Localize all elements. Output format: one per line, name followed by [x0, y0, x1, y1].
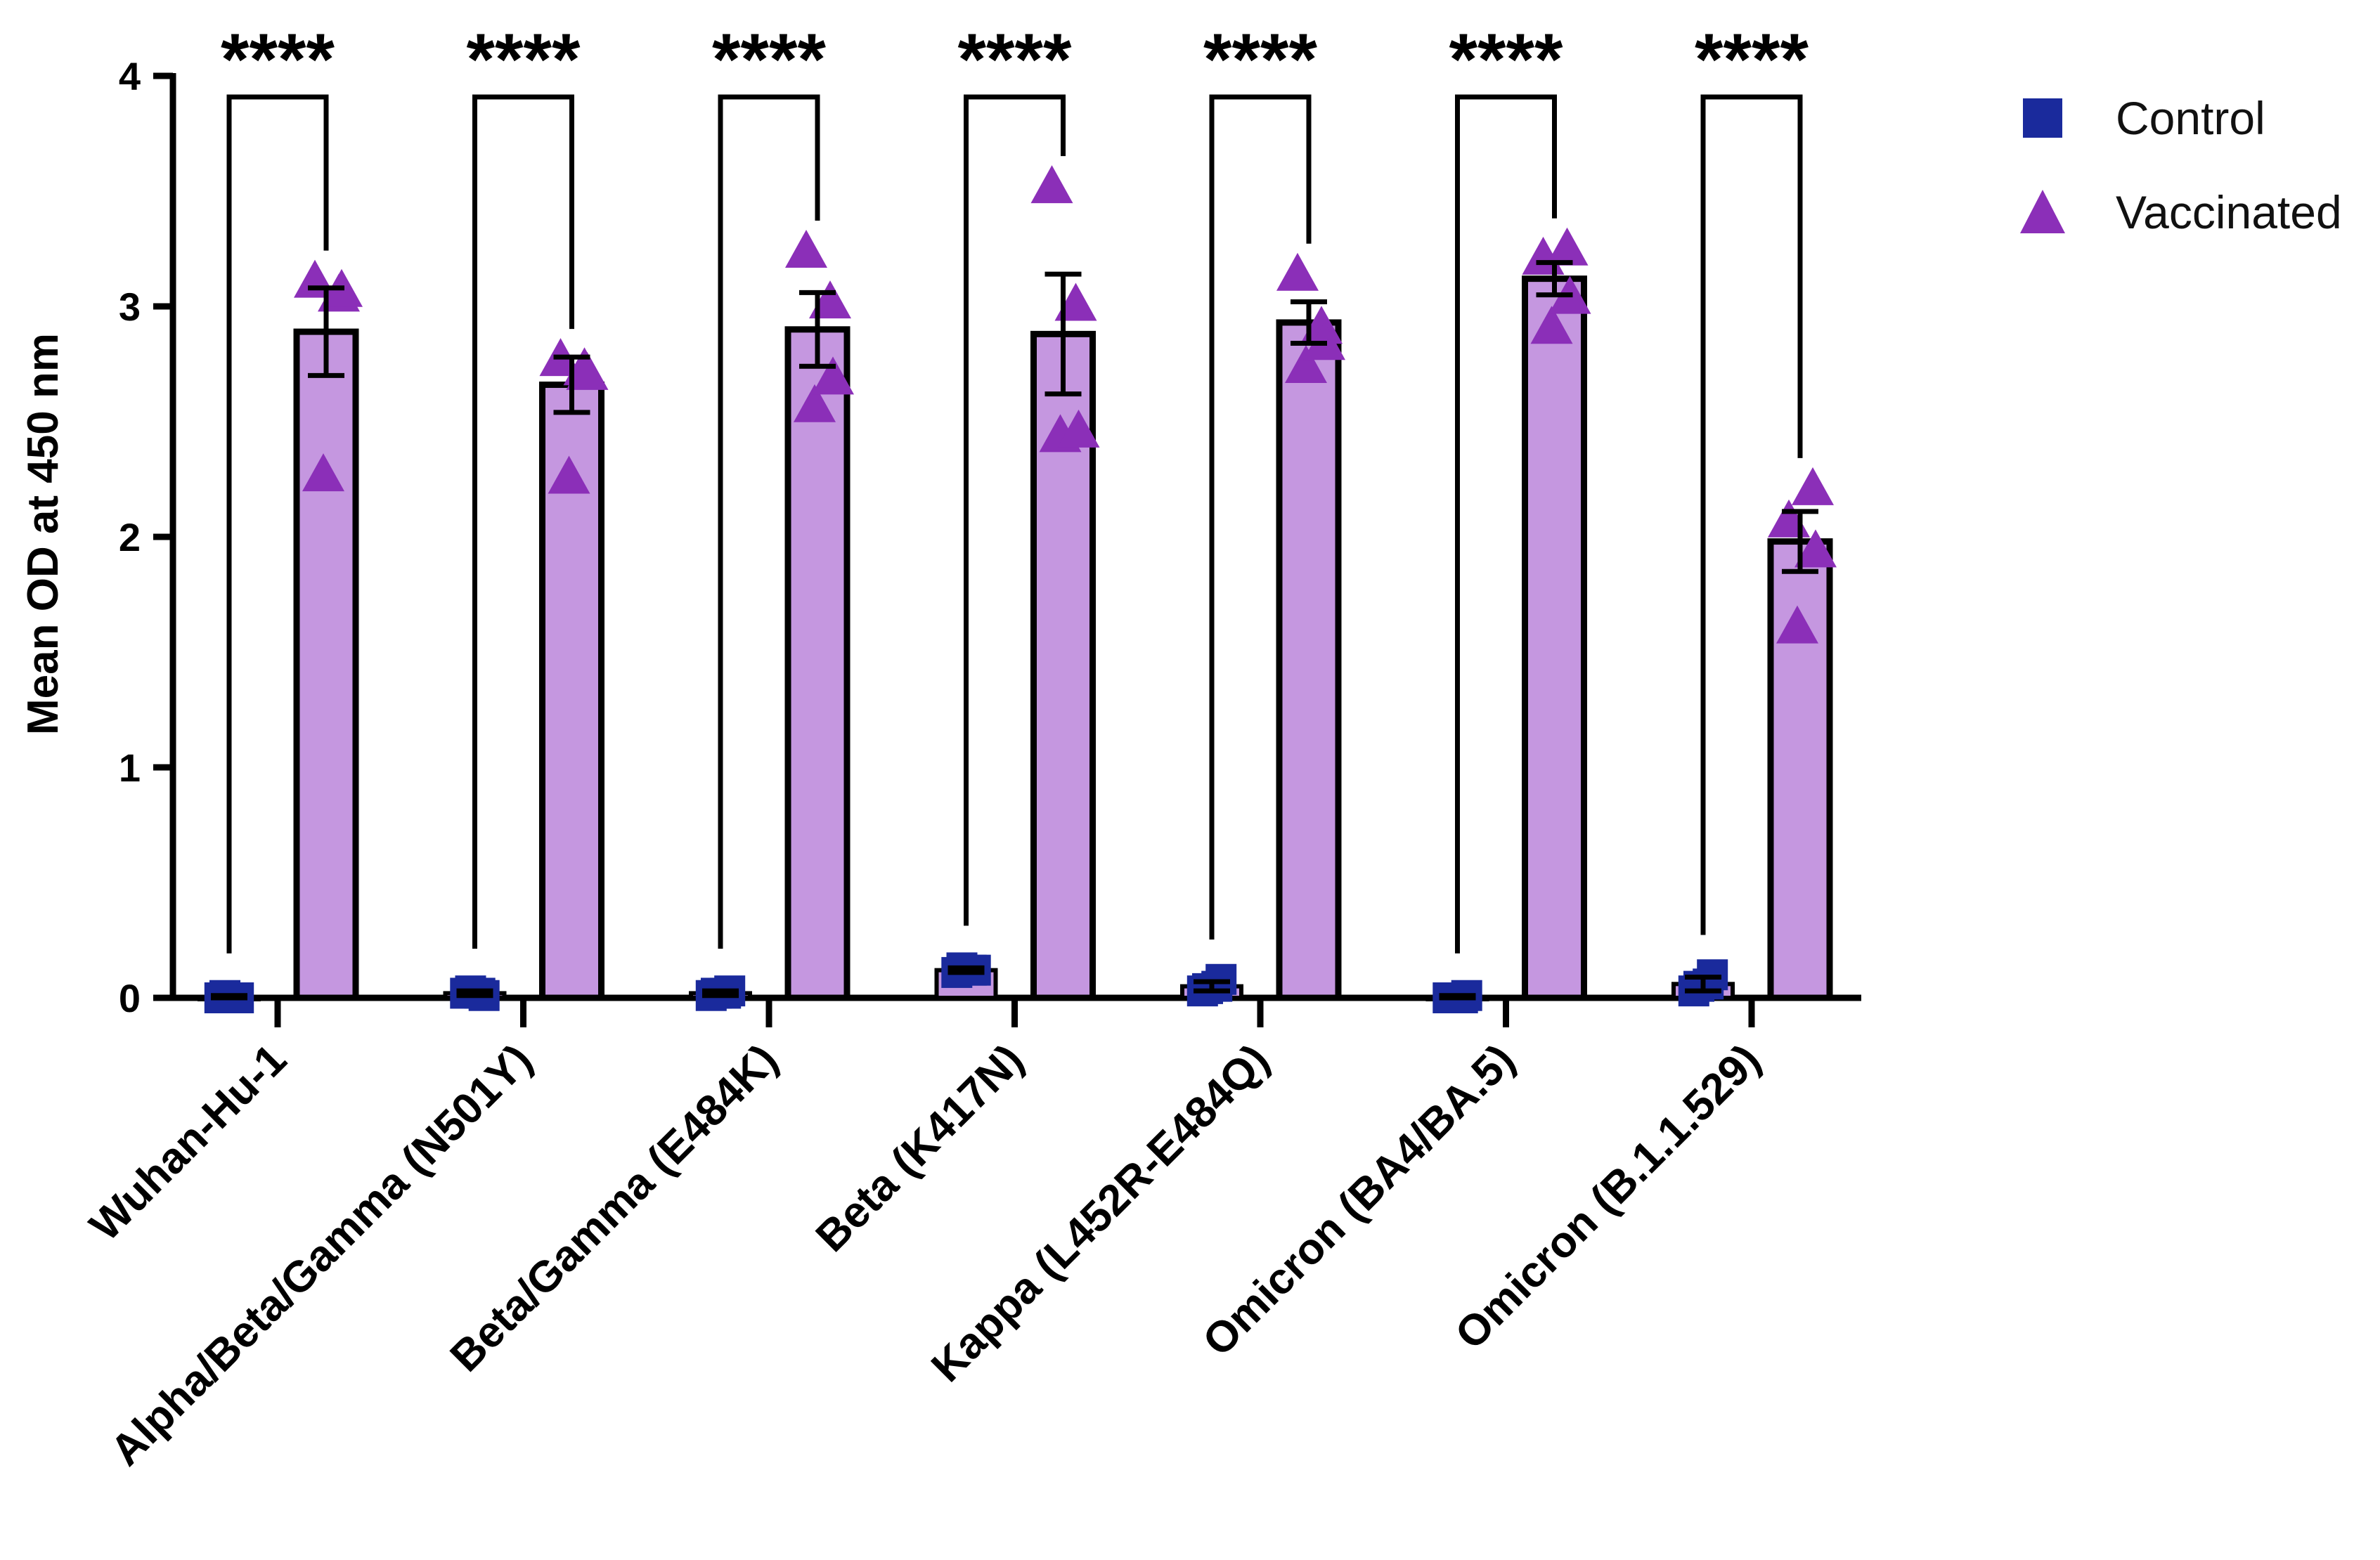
point-vaccinated: [1276, 252, 1319, 291]
significance-label: ****: [958, 19, 1072, 100]
y-axis-title: Mean OD at 450 nm: [19, 333, 67, 735]
significance-label: ****: [1203, 19, 1317, 100]
legend-label: Vaccinated: [2116, 186, 2342, 238]
point-vaccinated: [812, 356, 854, 395]
significance-bracket: [718, 94, 820, 949]
y-tick-label: 0: [119, 976, 141, 1020]
significance-label: ****: [221, 19, 335, 100]
legend: Control Vaccinated: [2020, 92, 2342, 238]
significance-label: ****: [1695, 19, 1809, 100]
point-vaccinated: [1776, 605, 1818, 644]
point-control: [1201, 970, 1233, 1002]
point-vaccinated: [1546, 227, 1589, 266]
significance-bracket: [1700, 94, 1803, 935]
point-vaccinated: [1768, 499, 1810, 538]
point-vaccinated: [1794, 529, 1837, 568]
significance-bracket: [472, 94, 574, 949]
bars: [198, 275, 1833, 1001]
point-vaccinated: [566, 351, 609, 390]
category-label: Beta (K417N): [807, 1035, 1033, 1261]
significance-label: ****: [467, 19, 581, 100]
significance-brackets: **** **** **** **** **** **** ****: [221, 19, 1809, 954]
bar-vaccinated: [1276, 319, 1342, 1001]
category-label: Wuhan-Hu-1: [81, 1035, 296, 1250]
y-tick-label: 1: [119, 746, 141, 790]
error-bars: [211, 260, 1818, 1001]
legend-marker-control: [2023, 98, 2062, 138]
point-vaccinated: [794, 384, 836, 422]
point-vaccinated: [1530, 306, 1573, 344]
bar-vaccinated: [1767, 538, 1833, 1001]
data-points: [204, 165, 1837, 1013]
point-vaccinated: [785, 230, 827, 268]
category-label: Alpha/Beta/Gamma (N501Y): [101, 1035, 541, 1475]
point-vaccinated: [1030, 165, 1073, 204]
bar-vaccinated: [1522, 275, 1587, 1001]
legend-label: Control: [2116, 92, 2265, 144]
point-vaccinated: [302, 453, 344, 492]
y-tick-label: 3: [119, 285, 141, 329]
point-vaccinated: [1285, 345, 1327, 383]
significance-bracket: [226, 94, 329, 954]
significance-label: ****: [1449, 19, 1563, 100]
axes: 0 1 2 3 4: [119, 54, 1861, 1027]
legend-marker-vaccinated: [2020, 190, 2065, 233]
significance-bracket: [1209, 94, 1312, 940]
point-control: [1693, 968, 1724, 1000]
point-vaccinated: [1057, 409, 1100, 448]
y-tick-label: 2: [119, 515, 141, 559]
point-vaccinated: [548, 455, 590, 494]
y-tick-label: 4: [119, 54, 141, 98]
significance-bracket: [1455, 94, 1557, 954]
bar-vaccinated: [784, 326, 851, 1001]
significance-bracket: [964, 94, 1066, 926]
point-vaccinated: [1792, 467, 1834, 505]
bar-vaccinated: [293, 328, 359, 1001]
significance-label: ****: [712, 19, 826, 100]
